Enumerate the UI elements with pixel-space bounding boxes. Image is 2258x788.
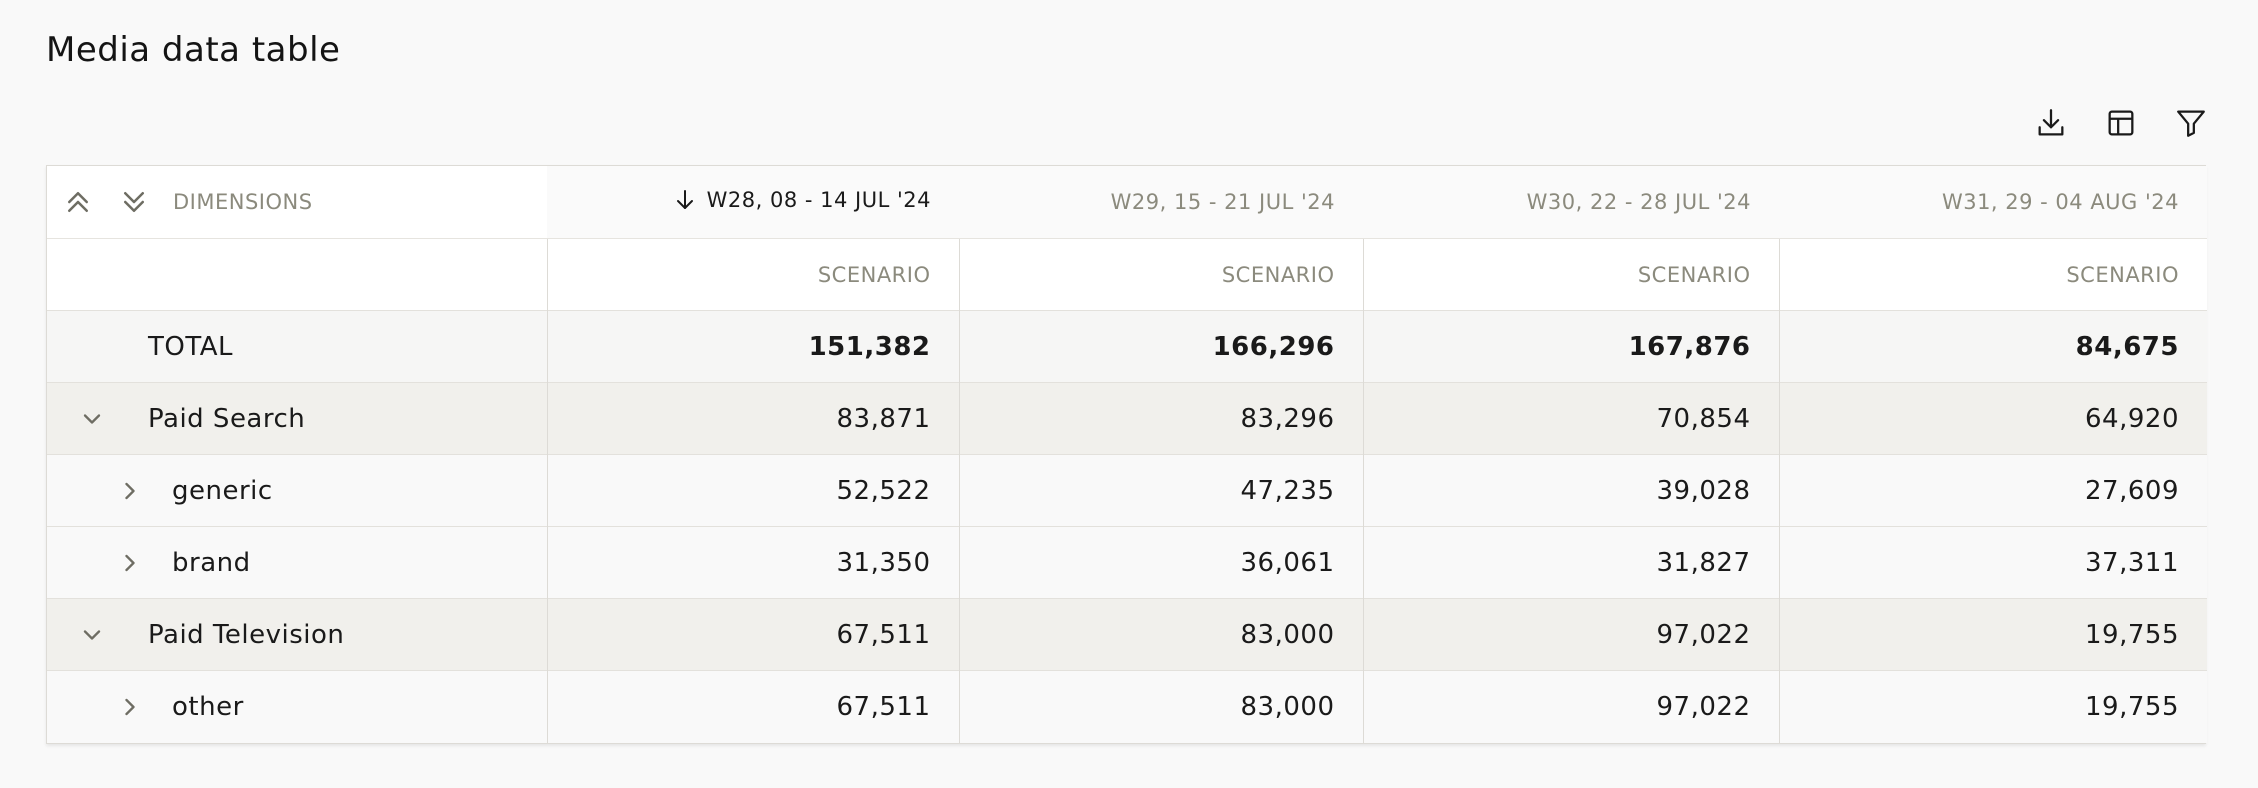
row-label: brand	[172, 547, 251, 578]
table-cell: 83,296	[958, 382, 1363, 455]
table-cell: 97,022	[1362, 670, 1779, 743]
subheader-scenario: SCENARIO	[1362, 238, 1779, 311]
dimensions-label: DIMENSIONS	[173, 190, 313, 214]
subheader-scenario: SCENARIO	[1778, 238, 2207, 311]
chevron-right-icon[interactable]	[113, 690, 147, 724]
row-label: Paid Search	[148, 403, 306, 434]
table-cell: 70,854	[1362, 382, 1779, 455]
chevron-down-icon[interactable]	[75, 402, 109, 436]
sort-down-icon	[673, 188, 697, 212]
row-label: generic	[172, 475, 273, 506]
media-data-table: DIMENSIONS W28, 08 - 14 JUL '24 W29, 15 …	[46, 165, 2207, 744]
page-title: Media data table	[46, 30, 341, 70]
table-cell: 19,755	[1778, 670, 2207, 743]
table-cell: 31,350	[546, 526, 959, 599]
table-cell: 47,235	[958, 454, 1363, 527]
subheader-scenario: SCENARIO	[546, 238, 959, 311]
expand-all-icon[interactable]	[61, 185, 95, 219]
column-header-w29[interactable]: W29, 15 - 21 JUL '24	[959, 166, 1363, 239]
table-cell: 39,028	[1362, 454, 1779, 527]
column-header-label: W28, 08 - 14 JUL '24	[706, 187, 931, 212]
table-cell: 166,296	[958, 310, 1363, 383]
table-cell: 83,000	[958, 598, 1363, 671]
table-cell: 83,871	[546, 382, 959, 455]
filter-button[interactable]	[2174, 106, 2208, 140]
column-header-w30[interactable]: W30, 22 - 28 JUL '24	[1363, 166, 1779, 239]
table-layout-icon	[2108, 110, 2134, 136]
table-cell: 64,920	[1778, 382, 2207, 455]
table-row-paid-television: Paid Television 67,511 83,000 97,022 19,…	[47, 598, 2207, 671]
subheader-scenario: SCENARIO	[958, 238, 1363, 311]
table-row-paid-search: Paid Search 83,871 83,296 70,854 64,920	[47, 382, 2207, 455]
download-button[interactable]	[2034, 106, 2068, 140]
table-cell: 151,382	[546, 310, 959, 383]
row-label: TOTAL	[148, 331, 233, 362]
table-layout-button[interactable]	[2104, 106, 2138, 140]
filter-icon	[2177, 110, 2205, 137]
table-cell: 52,522	[546, 454, 959, 527]
table-cell: 67,511	[546, 670, 959, 743]
table-row-total: TOTAL 151,382 166,296 167,876 84,675	[47, 310, 2207, 383]
column-header-label: W30, 22 - 28 JUL '24	[1526, 190, 1751, 214]
chevron-right-icon[interactable]	[113, 546, 147, 580]
table-cell: 67,511	[546, 598, 959, 671]
collapse-all-icon[interactable]	[117, 185, 151, 219]
table-cell: 83,000	[958, 670, 1363, 743]
subheader-row: SCENARIO SCENARIO SCENARIO SCENARIO	[47, 238, 2207, 311]
row-label: Paid Television	[148, 619, 345, 650]
download-icon	[2038, 109, 2064, 136]
table-toolbar	[2034, 106, 2208, 140]
column-header-w31[interactable]: W31, 29 - 04 AUG '24	[1779, 166, 2207, 239]
table-row-brand: brand 31,350 36,061 31,827 37,311	[47, 526, 2207, 599]
row-label: other	[172, 691, 244, 722]
table-cell: 27,609	[1778, 454, 2207, 527]
table-cell: 19,755	[1778, 598, 2207, 671]
subheader-blank	[47, 238, 547, 311]
table-row-other: other 67,511 83,000 97,022 19,755	[47, 670, 2207, 743]
table-cell: 31,827	[1362, 526, 1779, 599]
dimensions-header: DIMENSIONS	[47, 166, 547, 239]
table-row-generic: generic 52,522 47,235 39,028 27,609	[47, 454, 2207, 527]
table-cell: 37,311	[1778, 526, 2207, 599]
table-cell: 84,675	[1778, 310, 2207, 383]
header-row: DIMENSIONS W28, 08 - 14 JUL '24 W29, 15 …	[47, 166, 2207, 239]
column-header-label: W29, 15 - 21 JUL '24	[1110, 190, 1335, 214]
table-cell: 36,061	[958, 526, 1363, 599]
table-cell: 167,876	[1362, 310, 1779, 383]
chevron-right-icon[interactable]	[113, 474, 147, 508]
column-header-w28[interactable]: W28, 08 - 14 JUL '24	[547, 166, 959, 239]
column-header-label: W31, 29 - 04 AUG '24	[1941, 190, 2179, 214]
chevron-down-icon[interactable]	[75, 618, 109, 652]
table-cell: 97,022	[1362, 598, 1779, 671]
